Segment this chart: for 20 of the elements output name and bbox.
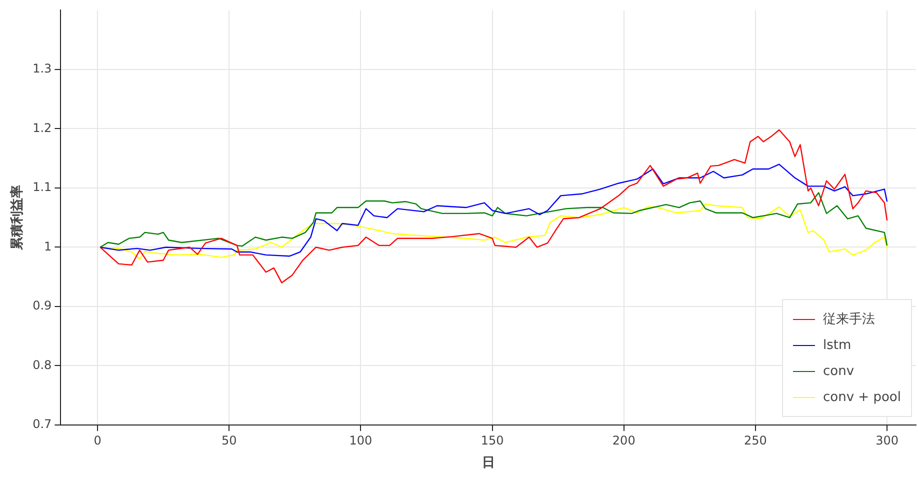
x-tick-label: 150 xyxy=(480,433,504,448)
y-tick-label: 0.8 xyxy=(32,358,52,372)
y-tick-label: 0.7 xyxy=(32,417,52,432)
legend-label: conv + pool xyxy=(823,390,901,404)
y-tick-label: 1 xyxy=(44,239,52,254)
legend-label: lstm xyxy=(823,338,852,352)
y-tick-label: 1.3 xyxy=(32,62,52,76)
x-tick-label: 50 xyxy=(221,433,237,448)
legend-label: conv xyxy=(823,364,854,378)
x-tick-label: 100 xyxy=(349,433,372,448)
y-tick-label: 1.2 xyxy=(32,120,52,135)
y-tick-label: 0.9 xyxy=(32,298,52,313)
legend-label: 従来手法 xyxy=(823,311,875,328)
x-tick-label: 200 xyxy=(612,433,636,448)
x-tick-label: 0 xyxy=(94,433,102,448)
x-axis-title: 日 xyxy=(482,456,495,471)
x-tick-label: 250 xyxy=(744,433,767,448)
x-tick-label: 300 xyxy=(876,433,899,448)
y-axis-title: 累積利益率 xyxy=(9,185,26,252)
y-tick-label: 1.1 xyxy=(32,180,52,194)
